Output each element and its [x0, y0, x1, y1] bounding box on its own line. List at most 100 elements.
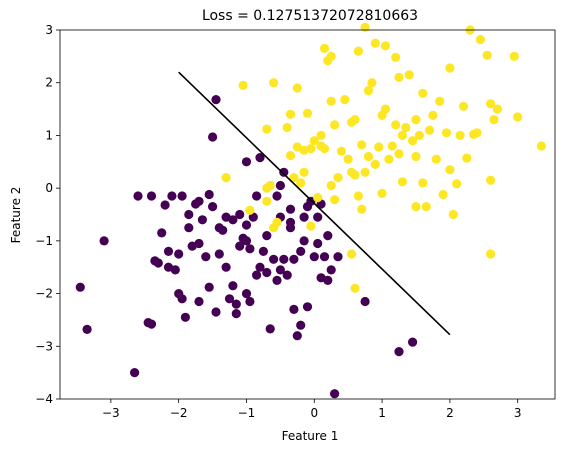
scatter-point-class-0 [177, 294, 187, 304]
scatter-point-class-0 [279, 167, 289, 177]
scatter-point-class-0 [309, 252, 319, 262]
scatter-point-class-0 [160, 200, 170, 210]
scatter-point-class-0 [245, 244, 255, 254]
scatter-point-class-0 [170, 265, 180, 275]
scatter-point-class-1 [269, 78, 279, 88]
scatter-point-class-1 [374, 142, 384, 152]
scatter-point-class-0 [265, 324, 275, 334]
scatter-point-class-0 [75, 282, 85, 292]
scatter-point-class-0 [177, 191, 187, 201]
x-tick-label: 2 [446, 406, 454, 420]
scatter-point-class-1 [387, 141, 397, 151]
scatter-point-class-0 [252, 191, 262, 201]
x-tick-label: −2 [170, 406, 188, 420]
scatter-point-class-1 [509, 51, 519, 62]
scatter-point-class-0 [258, 246, 268, 256]
scatter-point-class-0 [194, 296, 204, 307]
x-tick-label: −3 [102, 406, 120, 420]
scatter-point-class-0 [360, 296, 370, 307]
scatter-point-class-1 [262, 124, 272, 134]
scatter-point-class-0 [255, 153, 265, 163]
scatter-point-class-1 [363, 86, 374, 96]
scatter-point-class-0 [146, 319, 157, 329]
y-tick-label: −2 [35, 287, 53, 301]
scatter-point-class-1 [326, 96, 336, 106]
scatter-point-class-1 [265, 180, 275, 191]
scatter-point-class-0 [153, 258, 163, 268]
scatter-point-class-1 [411, 151, 421, 162]
scatter-point-class-1 [391, 120, 401, 130]
scatter-point-class-1 [482, 50, 492, 60]
x-axis: −3 −2 −1 0 1 2 3 [102, 399, 522, 420]
scatter-point-class-1 [340, 95, 350, 105]
scatter-point-class-0 [296, 246, 306, 256]
scatter-point-class-1 [309, 136, 319, 146]
scatter-point-class-1 [448, 209, 458, 220]
scatter-point-class-1 [489, 115, 499, 125]
y-tick-label: −4 [35, 392, 53, 406]
scatter-point-class-1 [445, 165, 455, 175]
scatter-point-class-1 [380, 104, 391, 114]
scatter-point-class-1 [486, 99, 496, 109]
scatter-point-class-1 [513, 112, 523, 122]
scatter-point-class-1 [330, 195, 340, 205]
scatter-point-class-1 [536, 141, 547, 151]
scatter-point-class-1 [306, 221, 316, 231]
scatter-point-class-1 [299, 167, 309, 177]
scatter-point-class-0 [269, 254, 279, 264]
scatter-point-class-0 [394, 347, 404, 357]
scatter-point-class-0 [330, 389, 340, 399]
scatter-point-class-1 [492, 104, 502, 114]
scatter-point-class-0 [194, 196, 204, 206]
scatter-point-class-1 [441, 128, 452, 138]
points-layer [75, 22, 547, 399]
scatter-point-class-1 [458, 101, 469, 111]
scatter-point-class-0 [272, 275, 282, 285]
scatter-point-class-1 [285, 150, 296, 161]
scatter-point-class-0 [228, 215, 238, 225]
scatter-point-class-0 [174, 249, 184, 259]
scatter-point-class-1 [313, 193, 323, 203]
scatter-point-class-0 [292, 331, 302, 341]
scatter-point-class-0 [231, 309, 241, 319]
scatter-point-class-0 [180, 312, 190, 322]
scatter-point-class-0 [289, 304, 299, 314]
scatter-point-class-1 [455, 130, 465, 140]
scatter-point-class-1 [238, 80, 248, 90]
scatter-point-class-0 [235, 209, 245, 220]
scatter-point-class-1 [370, 159, 380, 169]
scatter-point-class-0 [313, 212, 323, 222]
scatter-point-class-1 [350, 283, 360, 293]
scatter-point-class-0 [201, 252, 211, 262]
scatter-point-class-0 [302, 302, 313, 312]
scatter-point-class-0 [285, 204, 296, 214]
scatter-point-class-1 [326, 51, 336, 62]
scatter-point-class-1 [363, 151, 374, 162]
scatter-point-class-0 [194, 238, 204, 249]
y-axis: −4 −3 −2 −1 0 1 2 3 [35, 23, 60, 406]
scatter-point-class-1 [285, 109, 296, 119]
scatter-point-class-1 [347, 249, 357, 259]
scatter-point-class-1 [425, 125, 435, 135]
scatter-point-class-1 [486, 249, 496, 259]
scatter-point-class-1 [401, 122, 411, 133]
scatter-point-class-0 [245, 296, 255, 307]
scatter-point-class-0 [241, 157, 252, 167]
scatter-point-class-0 [130, 368, 140, 378]
scatter-point-class-1 [360, 22, 370, 32]
scatter-point-class-1 [380, 41, 391, 51]
y-tick-label: −1 [35, 234, 53, 248]
scatter-point-class-0 [218, 225, 228, 235]
scatter-point-class-1 [306, 144, 316, 154]
y-tick-label: 1 [45, 128, 53, 142]
scatter-point-class-0 [282, 270, 292, 280]
scatter-point-class-1 [316, 130, 326, 140]
scatter-point-class-0 [211, 95, 221, 105]
scatter-point-class-0 [163, 246, 174, 256]
scatter-point-class-1 [438, 189, 448, 200]
scatter-point-class-1 [462, 153, 472, 163]
scatter-point-class-0 [241, 220, 252, 230]
scatter-point-class-1 [221, 173, 231, 183]
scatter-point-class-1 [475, 34, 485, 45]
